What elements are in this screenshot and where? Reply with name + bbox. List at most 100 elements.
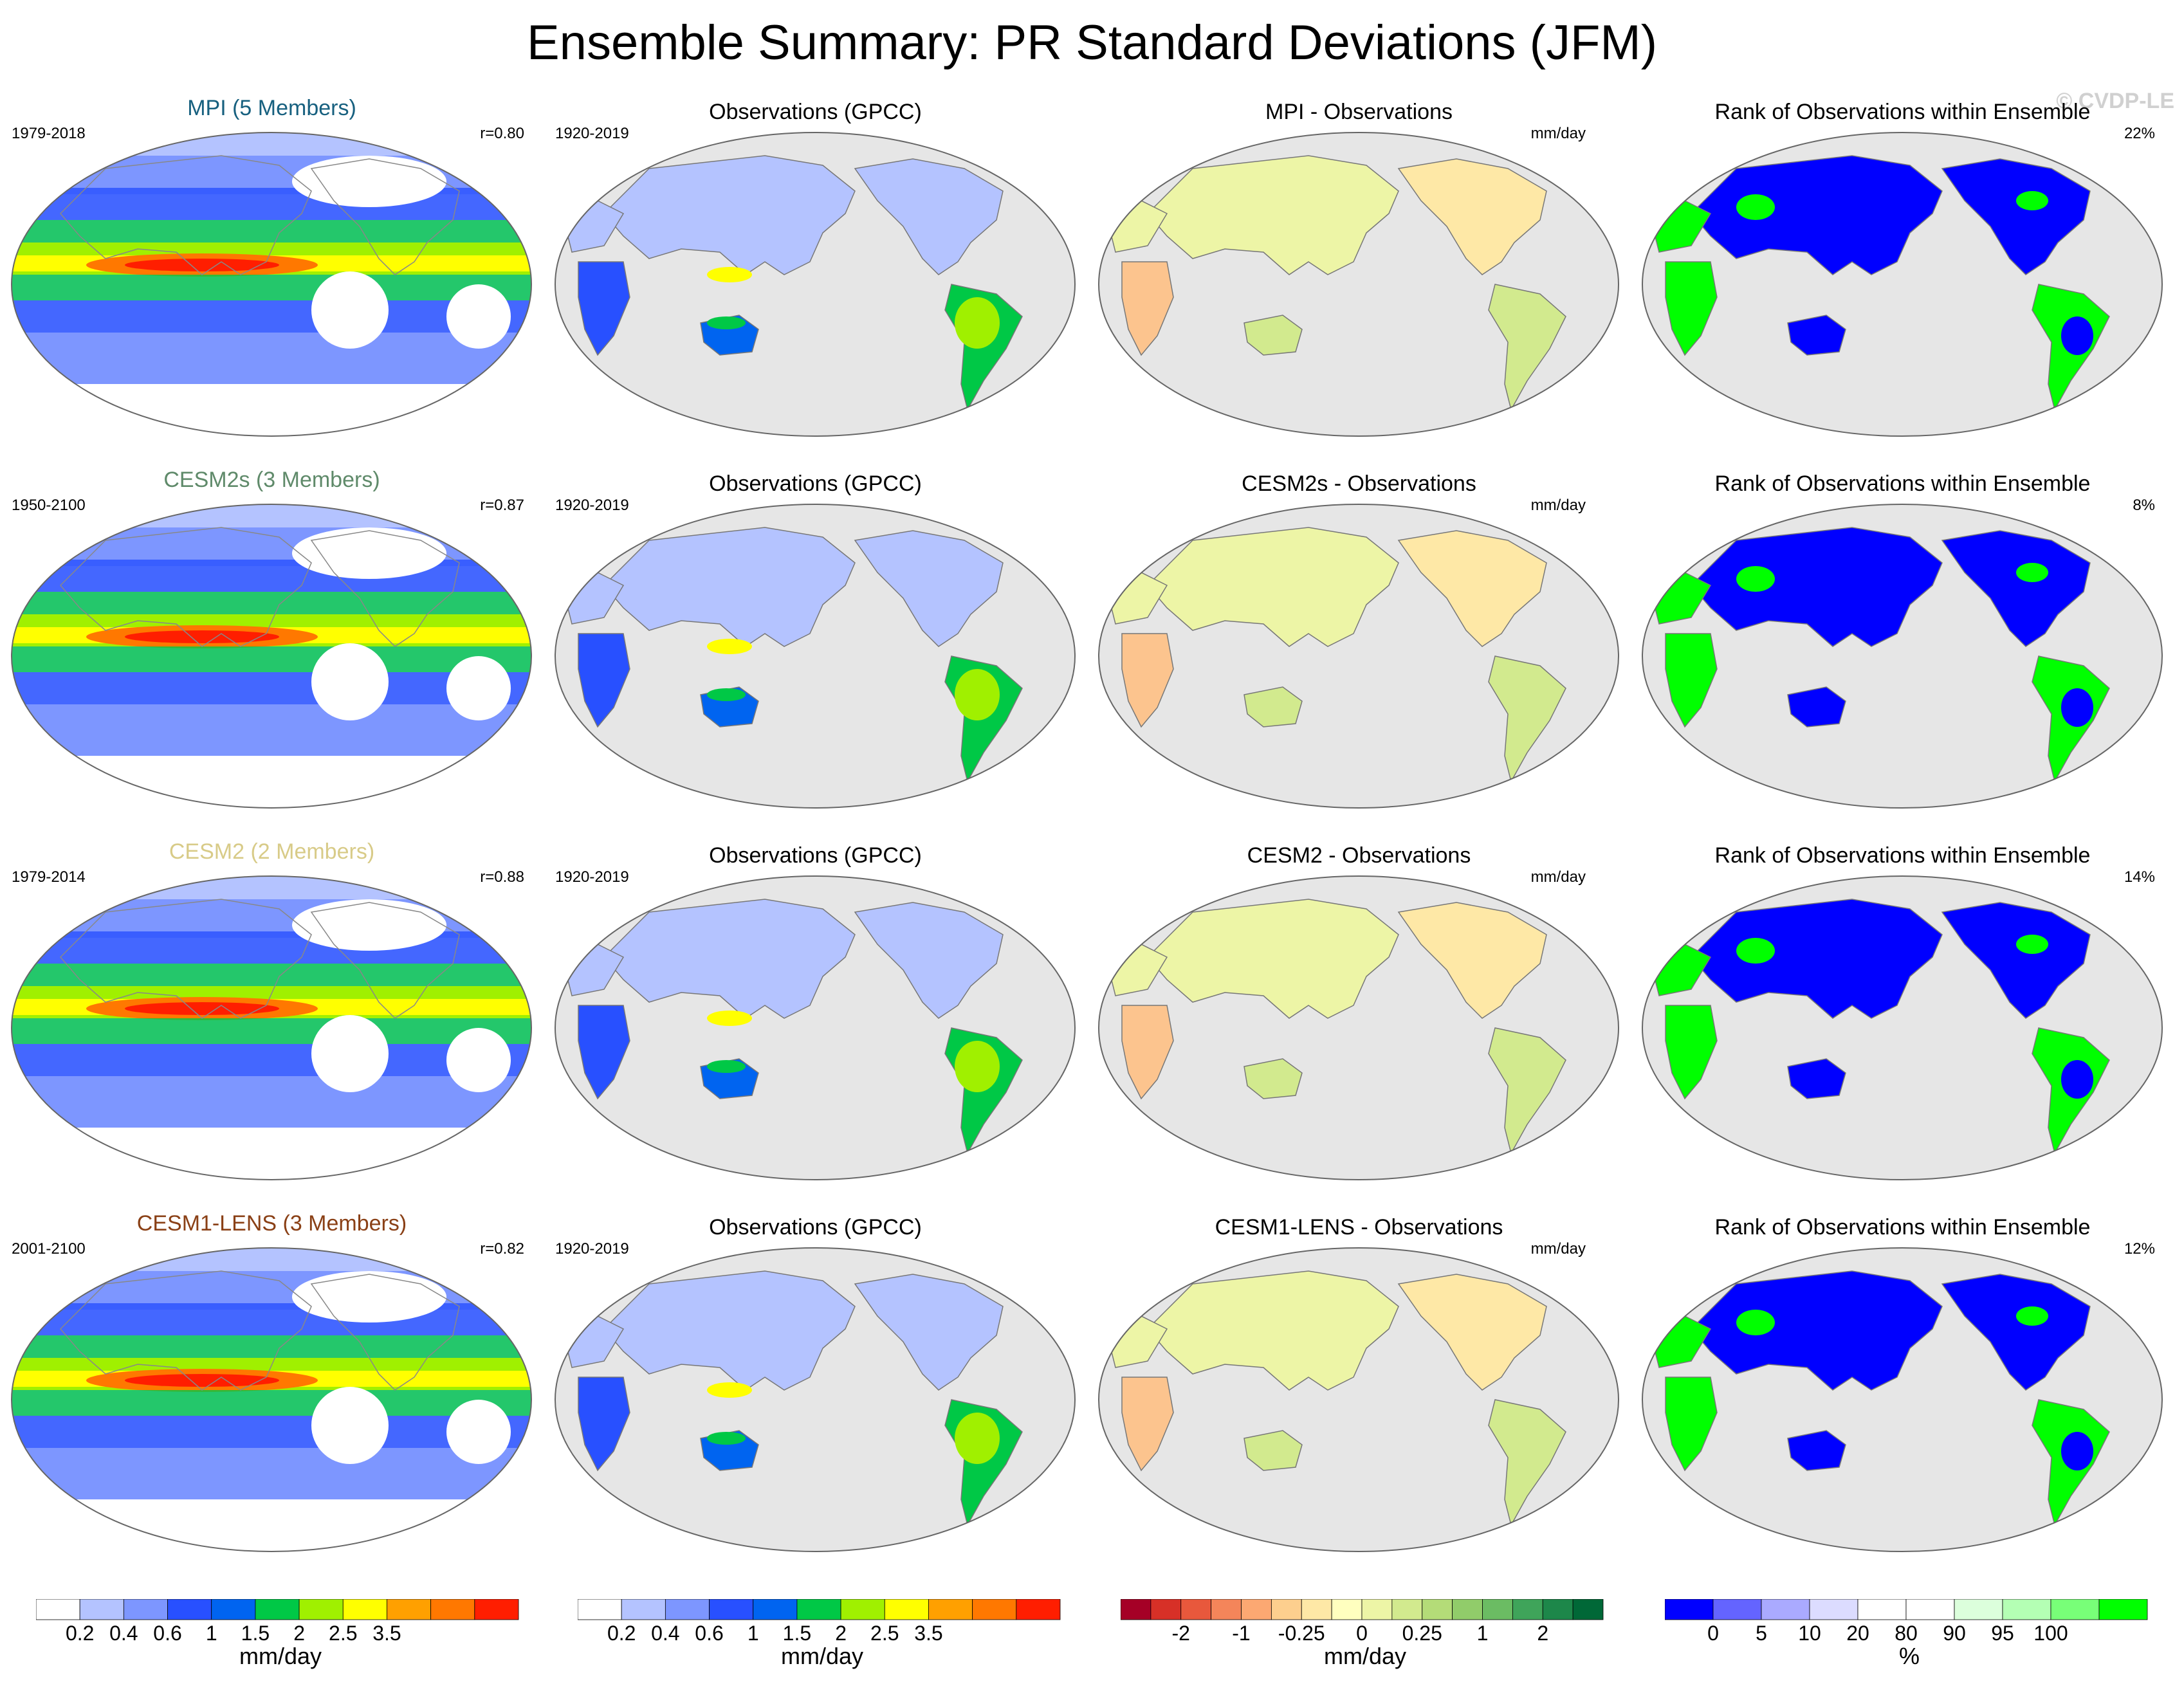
colorbar-tick-label: 1 xyxy=(748,1622,759,1644)
colorbar-swatch xyxy=(1121,1599,1152,1620)
map-rank xyxy=(1642,132,2163,437)
colorbar-swatch xyxy=(1331,1599,1363,1620)
panel-rank: Rank of Observations within Ensemble 12% xyxy=(1631,1211,2174,1571)
colorbar-tick-label: 0.4 xyxy=(651,1622,679,1644)
colorbar-swatch xyxy=(211,1599,256,1620)
colorbar-swatch xyxy=(298,1599,344,1620)
colorbar-swatch xyxy=(1712,1599,1762,1620)
panel-title: CESM1-LENS - Observations xyxy=(1215,1215,1503,1240)
map-rank xyxy=(1642,1247,2163,1552)
map-rank xyxy=(1642,875,2163,1180)
panel-title: CESM2s - Observations xyxy=(1242,471,1476,496)
rank-percent: 22% xyxy=(2124,125,2155,142)
colorbar-tick-label: 3.5 xyxy=(914,1622,942,1644)
colorbar-swatch xyxy=(1857,1599,1907,1620)
panel-model: CESM2s (3 Members) 1950-2100 r=0.87 xyxy=(0,467,544,827)
colorbar-tick-label: 0.6 xyxy=(695,1622,723,1644)
colorbar-tick-label: 0.4 xyxy=(109,1622,138,1644)
colorbar-swatch xyxy=(1761,1599,1810,1620)
panel-title: Rank of Observations within Ensemble xyxy=(1714,471,2091,496)
panel-units: mm/day xyxy=(1530,868,1586,886)
colorbar-swatch xyxy=(796,1599,841,1620)
colorbar-difference: -2 -1 -0.25 0 0.25 1 2 mm/day xyxy=(1121,1599,1610,1689)
colorbar-swatch xyxy=(709,1599,754,1620)
colorbar-tick-label: -1 xyxy=(1232,1622,1250,1644)
map-diff xyxy=(1098,1247,1619,1552)
panel-title: MPI (5 Members) xyxy=(187,96,356,120)
colorbar-swatch xyxy=(1211,1599,1242,1620)
panel-model: CESM1-LENS (3 Members) 2001-2100 r=0.82 xyxy=(0,1211,544,1571)
colorbar-swatch xyxy=(1512,1599,1543,1620)
panel-period: 1979-2014 xyxy=(12,868,86,886)
colorbar-tick-label: 1.5 xyxy=(241,1622,270,1644)
panel-units: mm/day xyxy=(1530,497,1586,514)
panel-obs: Observations (GPCC) 1920-2019 xyxy=(544,839,1087,1199)
colorbar-swatch xyxy=(1809,1599,1858,1620)
panel-title: Rank of Observations within Ensemble xyxy=(1714,100,2091,124)
colorbar-swatches: 0 5 10 20 80 90 95 100 xyxy=(1665,1599,2148,1644)
pattern-correlation: r=0.80 xyxy=(480,125,524,142)
colorbar-swatch xyxy=(884,1599,929,1620)
map-diff xyxy=(1098,132,1619,437)
colorbar-swatch xyxy=(387,1599,432,1620)
panel-rank: Rank of Observations within Ensemble 14% xyxy=(1631,839,2174,1199)
colorbar-tick-label: -0.25 xyxy=(1278,1622,1325,1644)
panel-period: 1950-2100 xyxy=(12,497,86,514)
panel-title: CESM1-LENS (3 Members) xyxy=(136,1211,407,1236)
panel-rank: Rank of Observations within Ensemble 22% xyxy=(1631,95,2174,455)
colorbar-swatch xyxy=(1905,1599,1955,1620)
colorbar-swatches: -2 -1 -0.25 0 0.25 1 2 xyxy=(1121,1599,1604,1644)
map-obs xyxy=(555,1247,1076,1552)
colorbar-tick-label: 1 xyxy=(1477,1622,1489,1644)
colorbar-tick-label: 100 xyxy=(2033,1622,2068,1644)
panel-units: mm/day xyxy=(1530,125,1586,142)
panel-period: 1920-2019 xyxy=(555,125,629,142)
map-model xyxy=(11,1247,532,1552)
colorbar-swatch xyxy=(753,1599,798,1620)
colorbar-units: mm/day xyxy=(780,1643,864,1669)
panel-rank: Rank of Observations within Ensemble 8% xyxy=(1631,467,2174,827)
colorbar-swatch xyxy=(928,1599,973,1620)
panel-obs: Observations (GPCC) 1920-2019 xyxy=(544,95,1087,455)
panel-title: CESM2 (2 Members) xyxy=(169,839,375,864)
pattern-correlation: r=0.87 xyxy=(480,497,524,514)
colorbar-swatch xyxy=(1361,1599,1393,1620)
colorbar-swatch xyxy=(2050,1599,2100,1620)
panel-diff: MPI - Observations mm/day xyxy=(1087,95,1631,455)
colorbar-swatch xyxy=(123,1599,168,1620)
map-diff xyxy=(1098,504,1619,809)
colorbar-swatch xyxy=(1542,1599,1574,1620)
colorbar-swatch xyxy=(621,1599,666,1620)
map-rank xyxy=(1642,504,2163,809)
colorbar-tick-label: 0 xyxy=(1356,1622,1368,1644)
colorbar-swatch xyxy=(167,1599,212,1620)
map-model xyxy=(11,504,532,809)
colorbar-swatch xyxy=(79,1599,124,1620)
colorbar-tick-label: 0 xyxy=(1707,1622,1719,1644)
panel-model: CESM2 (2 Members) 1979-2014 r=0.88 xyxy=(0,839,544,1199)
panel-period: 1979-2018 xyxy=(12,125,86,142)
map-model xyxy=(11,875,532,1180)
colorbar-tick-label: 95 xyxy=(1991,1622,2014,1644)
colorbar-tick-label: 90 xyxy=(1943,1622,1966,1644)
colorbar-tick-label: 1 xyxy=(206,1622,217,1644)
colorbar-swatch xyxy=(1016,1599,1061,1620)
colorbar-swatch xyxy=(2098,1599,2148,1620)
colorbar-tick-label: 80 xyxy=(1895,1622,1918,1644)
colorbar-swatch xyxy=(2002,1599,2051,1620)
panel-period: 1920-2019 xyxy=(555,497,629,514)
panel-units: mm/day xyxy=(1530,1240,1586,1258)
colorbar-tick-label: 2 xyxy=(835,1622,847,1644)
colorbar-tick-label: 2.5 xyxy=(329,1622,357,1644)
rank-percent: 8% xyxy=(2133,497,2155,514)
watermark: © CVDP-LE xyxy=(2056,89,2174,113)
map-obs xyxy=(555,504,1076,809)
panel-title: Rank of Observations within Ensemble xyxy=(1714,1215,2091,1240)
colorbar-swatch xyxy=(430,1599,475,1620)
colorbar-tick-label: -2 xyxy=(1172,1622,1190,1644)
colorbar-swatch xyxy=(1665,1599,1714,1620)
colorbar-observations: 0.2 0.4 0.6 1 1.5 2 2.5 3.5 mm/day xyxy=(578,1599,1067,1689)
panel-title: Observations (GPCC) xyxy=(709,843,922,868)
colorbar-rank: 0 5 10 20 80 90 95 100 % xyxy=(1665,1599,2154,1689)
panel-title: Rank of Observations within Ensemble xyxy=(1714,843,2091,868)
